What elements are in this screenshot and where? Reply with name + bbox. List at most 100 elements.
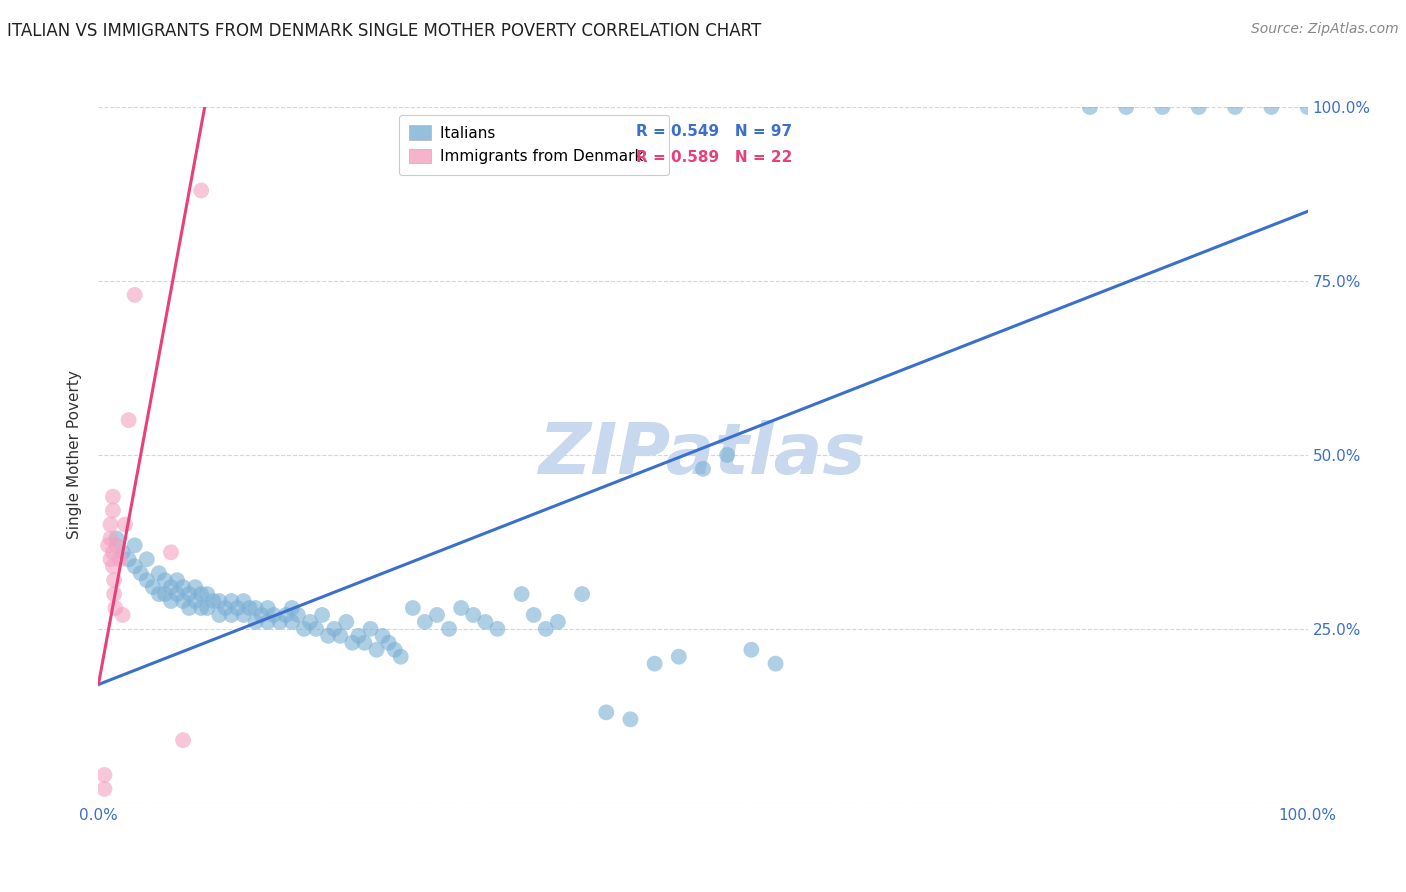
Point <box>160 594 183 608</box>
Point <box>124 538 146 552</box>
Point <box>311 607 333 622</box>
Point <box>299 615 322 629</box>
Point <box>740 642 762 657</box>
Point <box>214 601 236 615</box>
Point <box>226 601 249 615</box>
Point <box>93 768 115 782</box>
Point <box>184 580 207 594</box>
Point <box>274 607 297 622</box>
Y-axis label: Single Mother Poverty: Single Mother Poverty <box>67 370 83 540</box>
Point <box>765 657 787 671</box>
Point <box>103 587 125 601</box>
Point <box>172 580 194 594</box>
Point <box>305 622 328 636</box>
Point <box>93 781 115 796</box>
Point <box>342 636 364 650</box>
Point <box>108 552 131 566</box>
Point <box>190 601 212 615</box>
Point <box>1223 100 1246 114</box>
Text: Source: ZipAtlas.com: Source: ZipAtlas.com <box>1251 22 1399 37</box>
Point <box>100 532 122 546</box>
Point <box>619 712 641 726</box>
Legend: Italians                  , Immigrants from Denmark   : Italians , Immigrants from Denmark <box>399 115 669 175</box>
Point <box>118 552 141 566</box>
Point <box>232 594 254 608</box>
Point <box>256 615 278 629</box>
Point <box>148 566 170 581</box>
Point <box>232 607 254 622</box>
Point <box>172 733 194 747</box>
Point <box>510 587 533 601</box>
Point <box>114 517 136 532</box>
Point <box>463 607 485 622</box>
Point <box>523 607 546 622</box>
Point <box>118 413 141 427</box>
Point <box>153 587 176 601</box>
Point <box>384 642 406 657</box>
Point <box>190 184 212 198</box>
Point <box>97 538 120 552</box>
Point <box>329 629 352 643</box>
Point <box>245 601 267 615</box>
Point <box>148 587 170 601</box>
Point <box>101 503 124 517</box>
Point <box>104 601 127 615</box>
Point <box>179 587 201 601</box>
Point <box>172 594 194 608</box>
Point <box>668 649 690 664</box>
Point <box>111 607 134 622</box>
Point <box>239 601 262 615</box>
Point <box>323 622 346 636</box>
Point <box>256 601 278 615</box>
Point <box>208 607 231 622</box>
Point <box>347 629 370 643</box>
Point <box>269 615 291 629</box>
Point <box>100 517 122 532</box>
Text: ZIPatlas: ZIPatlas <box>540 420 866 490</box>
Point <box>124 288 146 302</box>
Point <box>135 573 157 587</box>
Point <box>371 629 394 643</box>
Point <box>101 559 124 574</box>
Point <box>353 636 375 650</box>
Point <box>166 587 188 601</box>
Point <box>547 615 569 629</box>
Point <box>389 649 412 664</box>
Point <box>184 594 207 608</box>
Point <box>644 657 666 671</box>
Point <box>335 615 357 629</box>
Point <box>208 594 231 608</box>
Point <box>129 566 152 581</box>
Point <box>450 601 472 615</box>
Point <box>190 587 212 601</box>
Point <box>716 448 738 462</box>
Point <box>292 622 315 636</box>
Text: ITALIAN VS IMMIGRANTS FROM DENMARK SINGLE MOTHER POVERTY CORRELATION CHART: ITALIAN VS IMMIGRANTS FROM DENMARK SINGL… <box>7 22 761 40</box>
Point <box>195 601 218 615</box>
Point <box>221 607 243 622</box>
Point <box>160 545 183 559</box>
Point <box>534 622 557 636</box>
Point <box>377 636 399 650</box>
Point <box>413 615 436 629</box>
Point <box>100 552 122 566</box>
Point <box>281 615 304 629</box>
Point <box>202 594 225 608</box>
Point <box>124 559 146 574</box>
Point <box>250 607 273 622</box>
Point <box>1188 100 1211 114</box>
Point <box>1115 100 1137 114</box>
Point <box>142 580 165 594</box>
Point <box>1260 100 1282 114</box>
Point <box>360 622 382 636</box>
Text: R = 0.549   N = 97: R = 0.549 N = 97 <box>637 124 793 139</box>
Point <box>160 580 183 594</box>
Point <box>245 615 267 629</box>
Point <box>595 706 617 720</box>
Point <box>426 607 449 622</box>
Point <box>221 594 243 608</box>
Point <box>366 642 388 657</box>
Point <box>1296 100 1319 114</box>
Point <box>486 622 509 636</box>
Point <box>111 545 134 559</box>
